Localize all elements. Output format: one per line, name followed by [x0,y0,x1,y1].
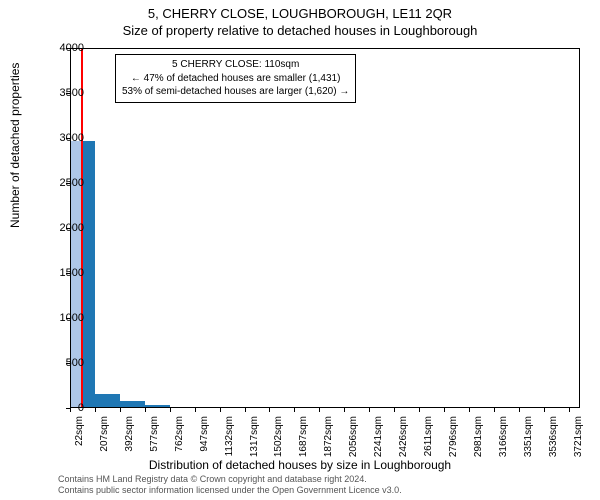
chart-container: 5, CHERRY CLOSE, LOUGHBOROUGH, LE11 2QR … [0,0,600,500]
x-tick-mark [95,408,96,412]
info-box-line1: 5 CHERRY CLOSE: 110sqm [122,58,349,72]
x-tick-mark [569,408,570,412]
y-tick-label: 3500 [44,87,84,99]
footer-attribution: Contains HM Land Registry data © Crown c… [58,474,402,497]
y-tick-mark [66,273,70,274]
x-tick-mark [394,408,395,412]
footer-line2: Contains public sector information licen… [58,485,402,496]
info-box-line3: 53% of semi-detached houses are larger (… [122,85,349,99]
y-tick-mark [66,318,70,319]
x-tick-mark [344,408,345,412]
x-tick-mark [145,408,146,412]
x-tick-mark [120,408,121,412]
x-tick-mark [419,408,420,412]
y-tick-label: 3000 [44,132,84,144]
y-tick-label: 0 [44,402,84,414]
y-tick-label: 2000 [44,222,84,234]
y-tick-label: 1000 [44,312,84,324]
x-tick-mark [294,408,295,412]
x-tick-mark [444,408,445,412]
x-tick-mark [469,408,470,412]
chart-title-main: 5, CHERRY CLOSE, LOUGHBOROUGH, LE11 2QR [0,0,600,21]
y-tick-label: 2500 [44,177,84,189]
info-box: 5 CHERRY CLOSE: 110sqm ← 47% of detached… [115,54,356,103]
y-tick-label: 500 [44,357,84,369]
x-tick-mark [220,408,221,412]
y-tick-label: 4000 [44,42,84,54]
x-tick-mark [170,408,171,412]
x-axis-label: Distribution of detached houses by size … [0,458,600,472]
x-tick-mark [245,408,246,412]
y-tick-mark [66,93,70,94]
y-tick-mark [66,228,70,229]
x-tick-mark [195,408,196,412]
x-tick-mark [319,408,320,412]
info-box-line2: ← 47% of detached houses are smaller (1,… [122,72,349,86]
x-tick-mark [519,408,520,412]
x-tick-mark [269,408,270,412]
y-tick-mark [66,363,70,364]
chart-title-sub: Size of property relative to detached ho… [0,21,600,38]
x-tick-mark [369,408,370,412]
x-tick-mark [544,408,545,412]
y-tick-mark [66,138,70,139]
footer-line1: Contains HM Land Registry data © Crown c… [58,474,402,485]
y-axis-label: Number of detached properties [8,63,22,228]
y-tick-mark [66,183,70,184]
y-tick-mark [66,48,70,49]
x-tick-mark [70,408,71,412]
y-tick-label: 1500 [44,267,84,279]
x-tick-mark [494,408,495,412]
